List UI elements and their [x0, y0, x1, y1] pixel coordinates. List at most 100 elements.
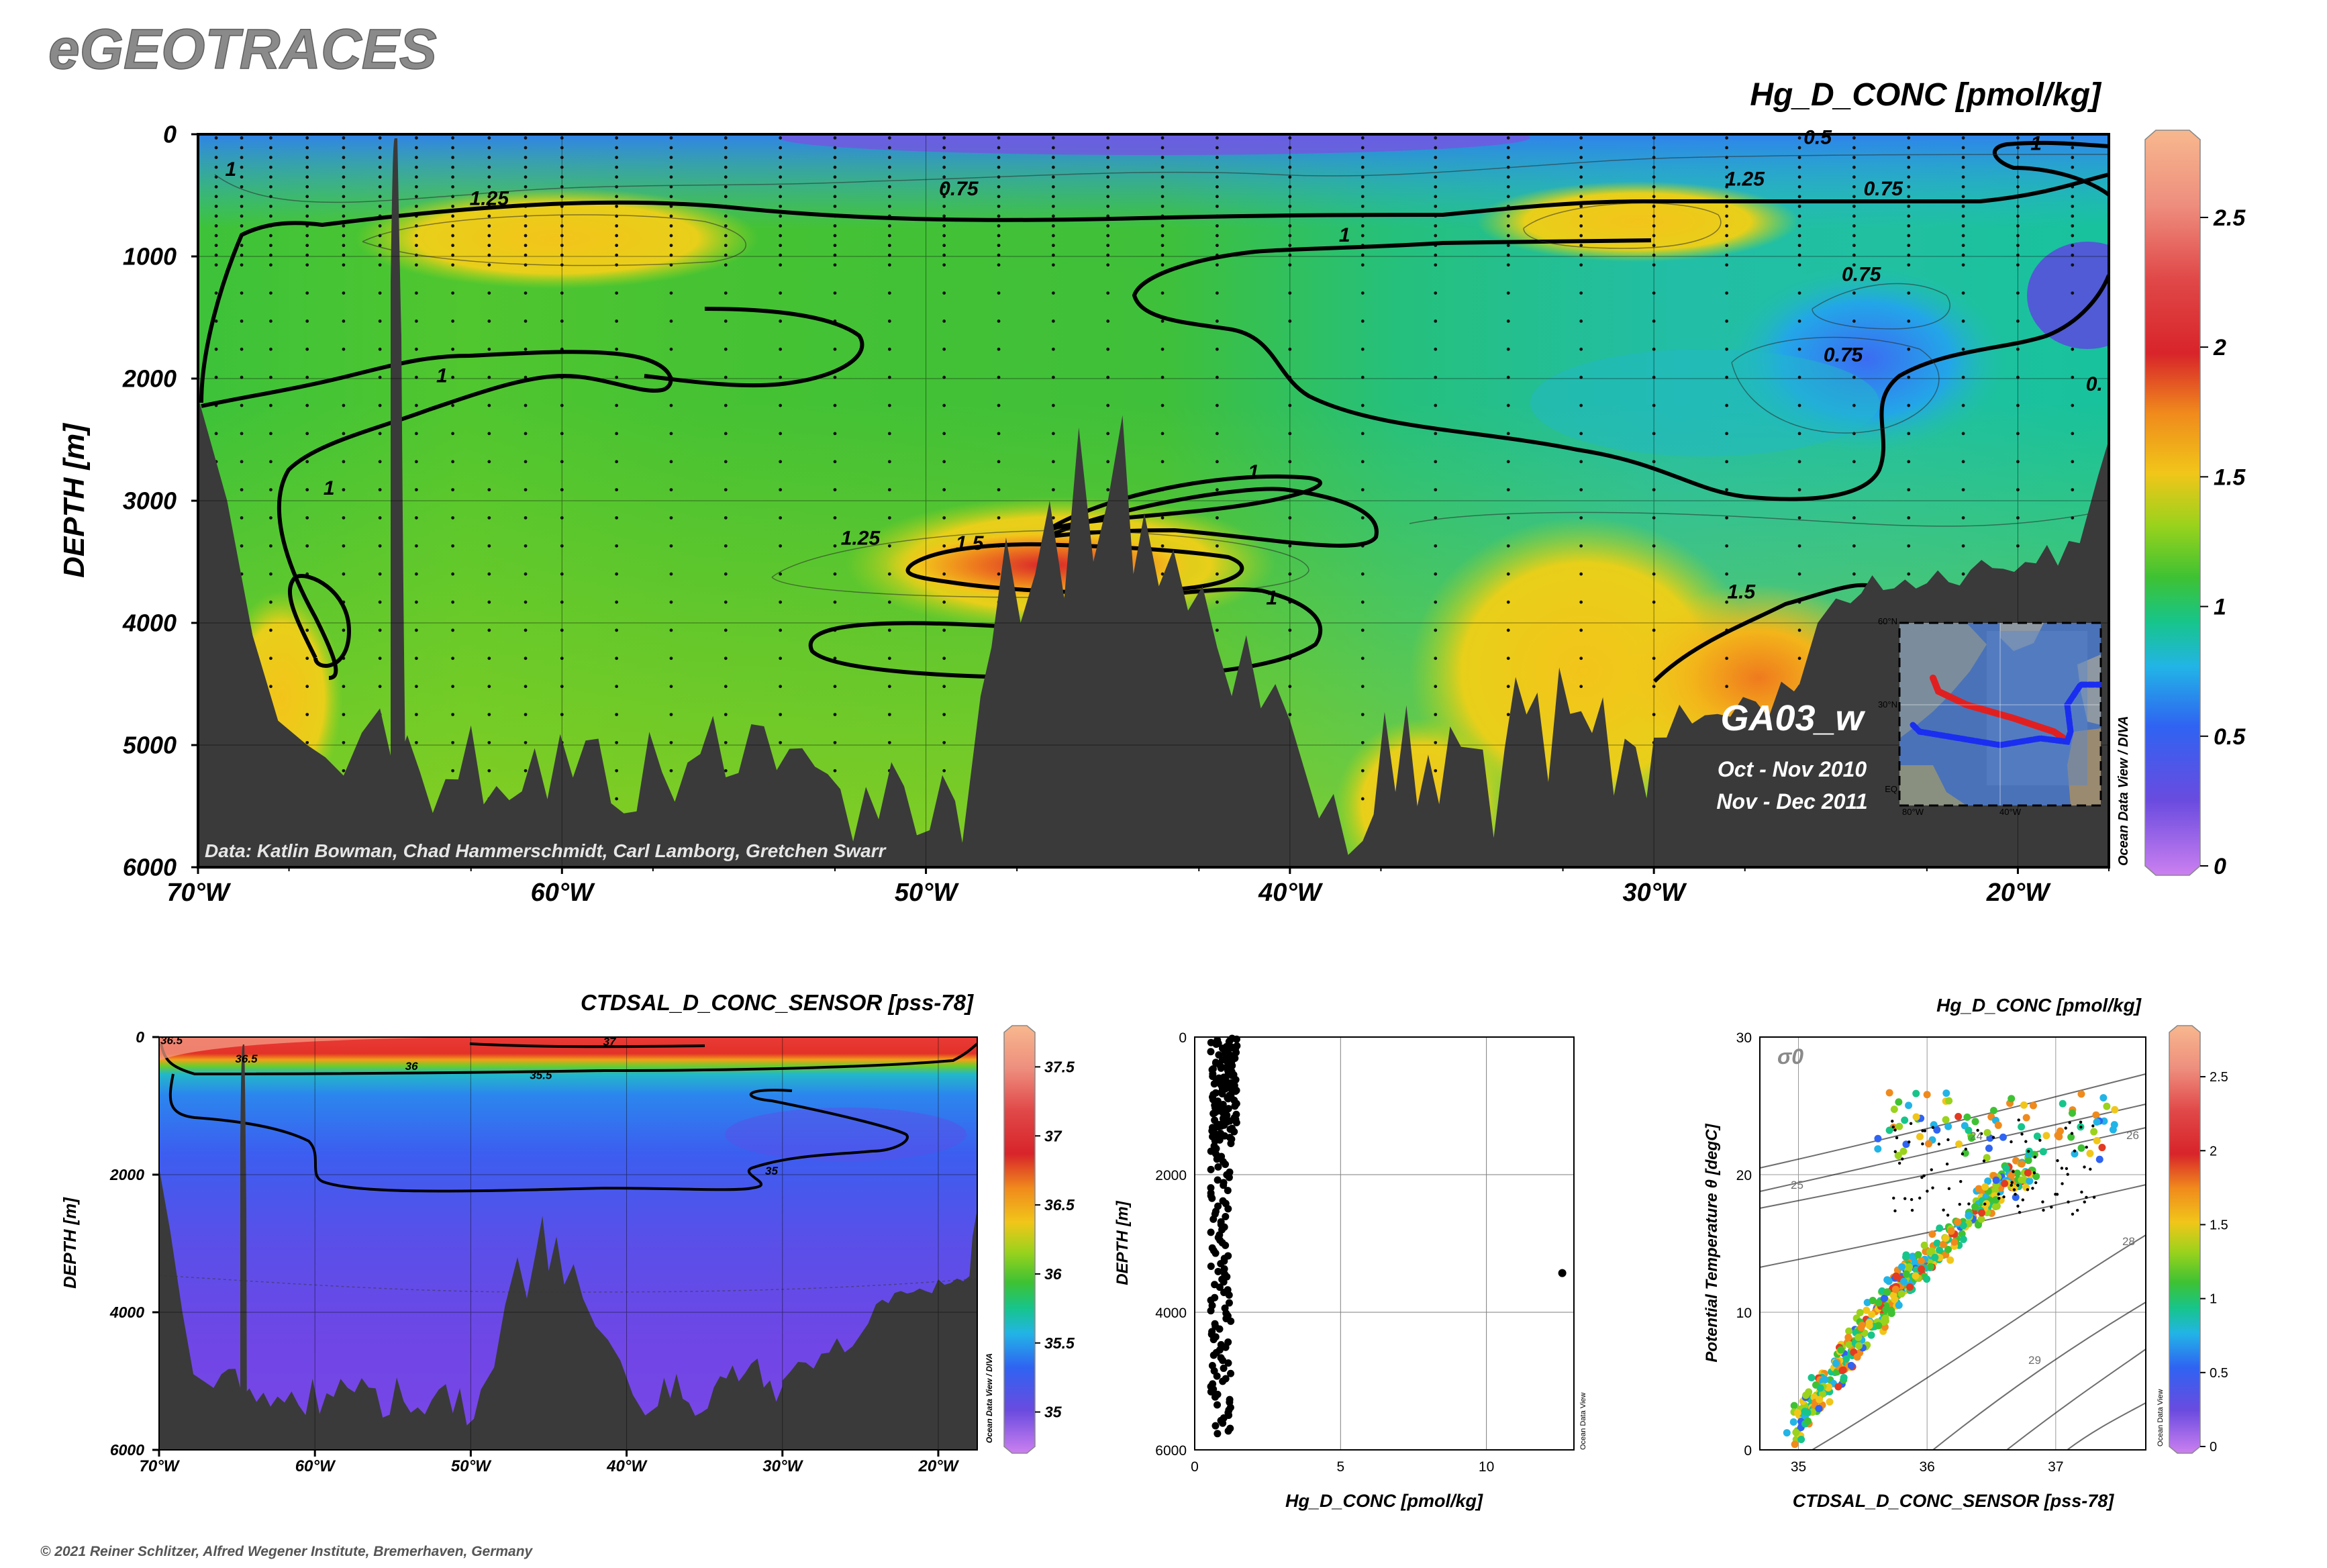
- station-sample-dot: [1216, 572, 1219, 576]
- station-sample-dot: [1506, 713, 1510, 716]
- station-sample-dot: [269, 656, 273, 660]
- station-sample-dot: [305, 516, 309, 520]
- station-sample-dot: [1216, 204, 1219, 208]
- station-sample-dot: [1360, 253, 1365, 257]
- station-sample-dot: [724, 244, 728, 248]
- station-sample-dot: [1579, 263, 1583, 267]
- station-sample-dot: [1216, 432, 1219, 436]
- station-sample-dot: [1579, 600, 1583, 604]
- ts-point: [1847, 1361, 1855, 1369]
- station-sample-dot: [1797, 432, 1801, 436]
- ts-point: [2033, 1132, 2041, 1140]
- station-sample-dot: [669, 253, 673, 257]
- station-sample-dot: [1360, 713, 1365, 716]
- contour-1-loop-north: [644, 307, 864, 388]
- station-sample-dot: [240, 214, 244, 218]
- ts-y-tick-label: 10: [1736, 1306, 1752, 1321]
- station-sample-dot: [1579, 347, 1583, 351]
- station-sample-dot: [2071, 214, 2075, 218]
- ts-point: [1902, 1251, 1910, 1259]
- ts-colorbar-tick-label: 2.5: [2210, 1070, 2228, 1085]
- station-sample-dot: [1106, 291, 1110, 295]
- station-sample-dot: [378, 320, 382, 323]
- station-sample-dot: [1288, 146, 1292, 150]
- station-sample-dot: [1725, 572, 1729, 576]
- ts-point: [1912, 1089, 1920, 1097]
- ts-point: [1874, 1145, 1882, 1153]
- station-sample-dot: [2016, 234, 2020, 238]
- station-sample-dot: [1652, 175, 1656, 179]
- station-sample-dot: [615, 403, 619, 407]
- ts-unmatched-point: [2092, 1195, 2096, 1199]
- station-sample-dot: [1051, 156, 1055, 159]
- station-sample-dot: [1797, 375, 1801, 379]
- ts-unmatched-point: [1897, 1161, 1901, 1165]
- station-sample-dot: [724, 320, 728, 323]
- ts-unmatched-point: [1997, 1197, 2001, 1200]
- station-sample-dot: [887, 685, 891, 689]
- station-sample-dot: [997, 165, 1001, 169]
- station-sample-dot: [1852, 195, 1856, 199]
- station-sample-dot: [487, 175, 491, 179]
- station-sample-dot: [342, 175, 346, 179]
- ts-unmatched-point: [2085, 1145, 2088, 1149]
- ts-plot-frame: [1759, 1036, 2146, 1451]
- station-sample-dot: [887, 740, 891, 744]
- station-sample-dot: [1852, 185, 1856, 189]
- station-sample-dot: [1579, 516, 1583, 520]
- station-sample-dot: [724, 347, 728, 351]
- station-sample-dot: [724, 165, 728, 169]
- station-sample-dot: [342, 195, 346, 199]
- isopycnal-28b: [1932, 1302, 2146, 1451]
- station-sample-dot: [269, 572, 273, 576]
- station-sample-dot: [887, 204, 891, 208]
- ts-unmatched-point: [1926, 1189, 1929, 1193]
- station-sample-dot: [1106, 460, 1110, 464]
- salinity-low-patch: [725, 1108, 967, 1161]
- station-sample-dot: [214, 136, 218, 140]
- station-sample-dot: [779, 224, 783, 228]
- ts-unmatched-point: [2017, 1118, 2020, 1122]
- station-sample-dot: [997, 320, 1001, 323]
- ts-point: [1902, 1270, 1910, 1278]
- main-y-axis-label: DEPTH [m]: [58, 423, 91, 578]
- cruise-date-2: Nov - Dec 2011: [1716, 789, 1867, 814]
- salinity-colorbar-tick-label: 35.5: [1044, 1334, 1075, 1352]
- station-sample-dot: [1579, 685, 1583, 689]
- station-sample-dot: [487, 685, 491, 689]
- station-sample-dot: [560, 165, 564, 169]
- station-sample-dot: [669, 572, 673, 576]
- station-sample-dot: [1288, 291, 1292, 295]
- profile-y-axis-label: DEPTH [m]: [1113, 1200, 1132, 1285]
- ts-point: [1914, 1251, 1922, 1259]
- station-sample-dot: [414, 165, 418, 169]
- main-gridlines: [198, 134, 2109, 867]
- station-sample-dot: [833, 740, 837, 744]
- station-sample-dot: [1360, 195, 1365, 199]
- station-sample-dot: [305, 214, 309, 218]
- station-sample-dot: [214, 263, 218, 267]
- ts-unmatched-point: [2021, 1198, 2025, 1202]
- station-sample-dot: [997, 572, 1001, 576]
- station-sample-dot: [2071, 432, 2075, 436]
- station-sample-dot: [560, 175, 564, 179]
- station-sample-dot: [1288, 156, 1292, 159]
- ts-x-tick-label: 36: [1919, 1459, 1934, 1475]
- station-sample-dot: [214, 291, 218, 295]
- contour-thin-0p75-east-upper: [1812, 283, 1950, 330]
- station-sample-dot: [833, 769, 837, 773]
- station-sample-dot: [1907, 253, 1911, 257]
- ts-point: [1881, 1314, 1889, 1322]
- station-sample-dot: [305, 175, 309, 179]
- isopycnal-28: [1812, 1234, 2146, 1451]
- station-sample-dot: [1434, 253, 1438, 257]
- ts-unmatched-point: [1923, 1129, 1927, 1132]
- ts-unmatched-point: [1979, 1132, 1983, 1136]
- station-sample-dot: [887, 403, 891, 407]
- station-sample-dot: [378, 544, 382, 548]
- ts-point: [1977, 1215, 1985, 1223]
- sigma-label: σ0: [1777, 1044, 1803, 1069]
- station-sample-dot: [1961, 195, 1965, 199]
- station-sample-dot: [997, 516, 1001, 520]
- station-sample-dot: [305, 291, 309, 295]
